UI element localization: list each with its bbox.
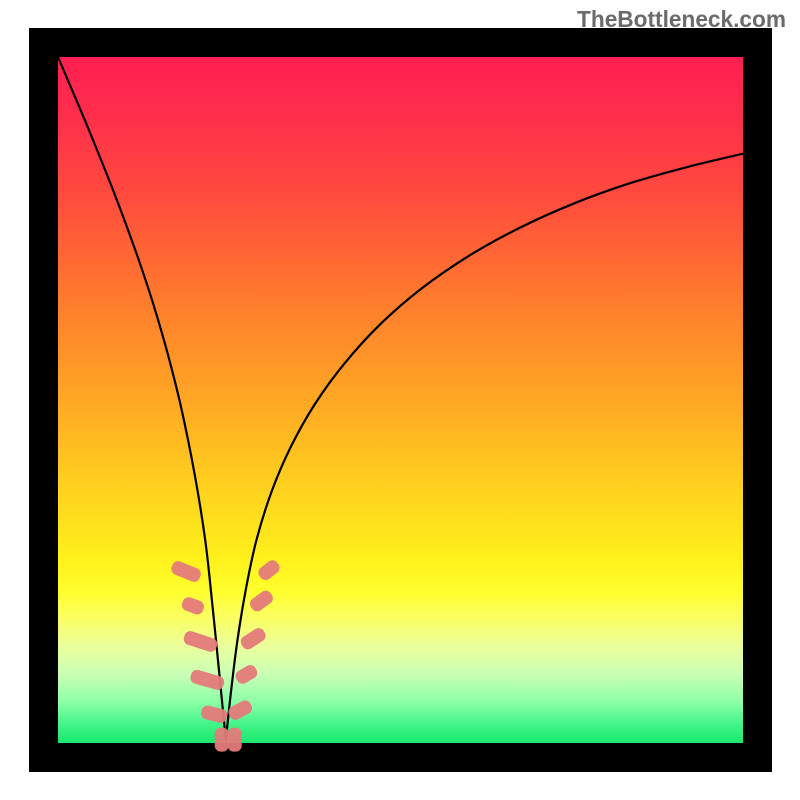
- watermark-text: TheBottleneck.com: [577, 6, 786, 33]
- chart-frame: [29, 28, 772, 772]
- chart-root: TheBottleneck.com: [0, 0, 800, 800]
